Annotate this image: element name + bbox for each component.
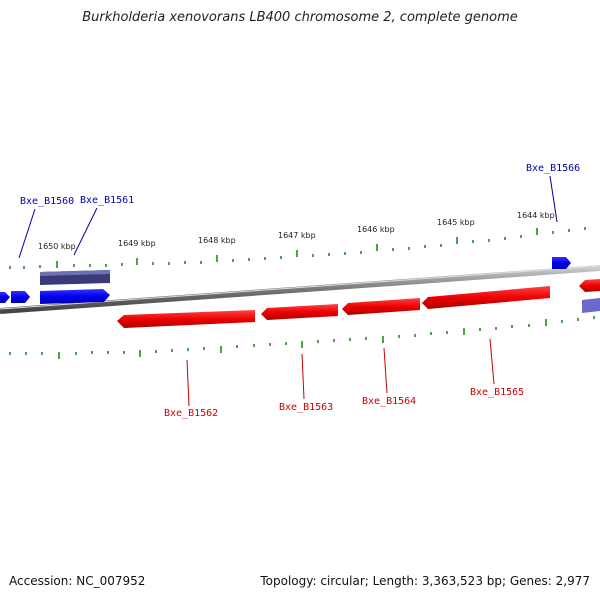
chromosome-backbone [0,265,600,314]
gene-arrow-reverse[interactable] [422,286,550,309]
kbp-label: 1650 kbp [38,242,76,251]
kbp-label: 1646 kbp [357,225,395,234]
gene-block-forward[interactable] [582,298,600,313]
kbp-label: 1649 kbp [118,239,156,248]
genome-stats-text: Topology: circular; Length: 3,363,523 bp… [260,574,590,588]
gene-arrow-forward[interactable] [11,291,30,303]
kbp-label: 1648 kbp [198,236,236,245]
label-leaders [18,175,558,407]
gene-label-forward[interactable]: Bxe_B1560 [20,196,74,207]
gene-arrow-forward[interactable] [0,292,10,303]
gene-label-reverse[interactable]: Bxe_B1562 [164,408,218,419]
gene-arrow-forward[interactable] [40,289,110,304]
gene-labels: Bxe_B1560 Bxe_B1561 Bxe_B1566 Bxe_B1562 … [20,163,580,419]
map-title: Burkholderia xenovorans LB400 chromosome… [82,10,518,25]
kbp-label: 1647 kbp [278,231,316,240]
gene-arrow-forward[interactable] [552,257,571,269]
kbp-label: 1644 kbp [517,211,555,220]
lower-tick-row [9,316,595,359]
gene-arrow-reverse[interactable] [261,304,338,320]
kbp-scale: 1650 kbp 1649 kbp 1648 kbp 1647 kbp 1646… [38,211,555,251]
gene-arrow-reverse[interactable] [579,279,600,292]
gene-label-reverse[interactable]: Bxe_B1563 [279,402,333,413]
gene-arrow-reverse[interactable] [117,310,255,328]
forward-genes [0,257,600,313]
accession-text: Accession: NC_007952 [9,574,146,588]
gene-label-reverse[interactable]: Bxe_B1565 [470,387,524,398]
gene-label-forward[interactable]: Bxe_B1566 [526,163,580,174]
gene-label-forward[interactable]: Bxe_B1561 [80,195,134,206]
gene-arrow-reverse[interactable] [342,298,420,315]
kbp-label: 1645 kbp [437,218,475,227]
upper-tick-row [9,227,586,269]
reverse-genes [117,279,600,328]
gene-label-reverse[interactable]: Bxe_B1564 [362,396,416,407]
